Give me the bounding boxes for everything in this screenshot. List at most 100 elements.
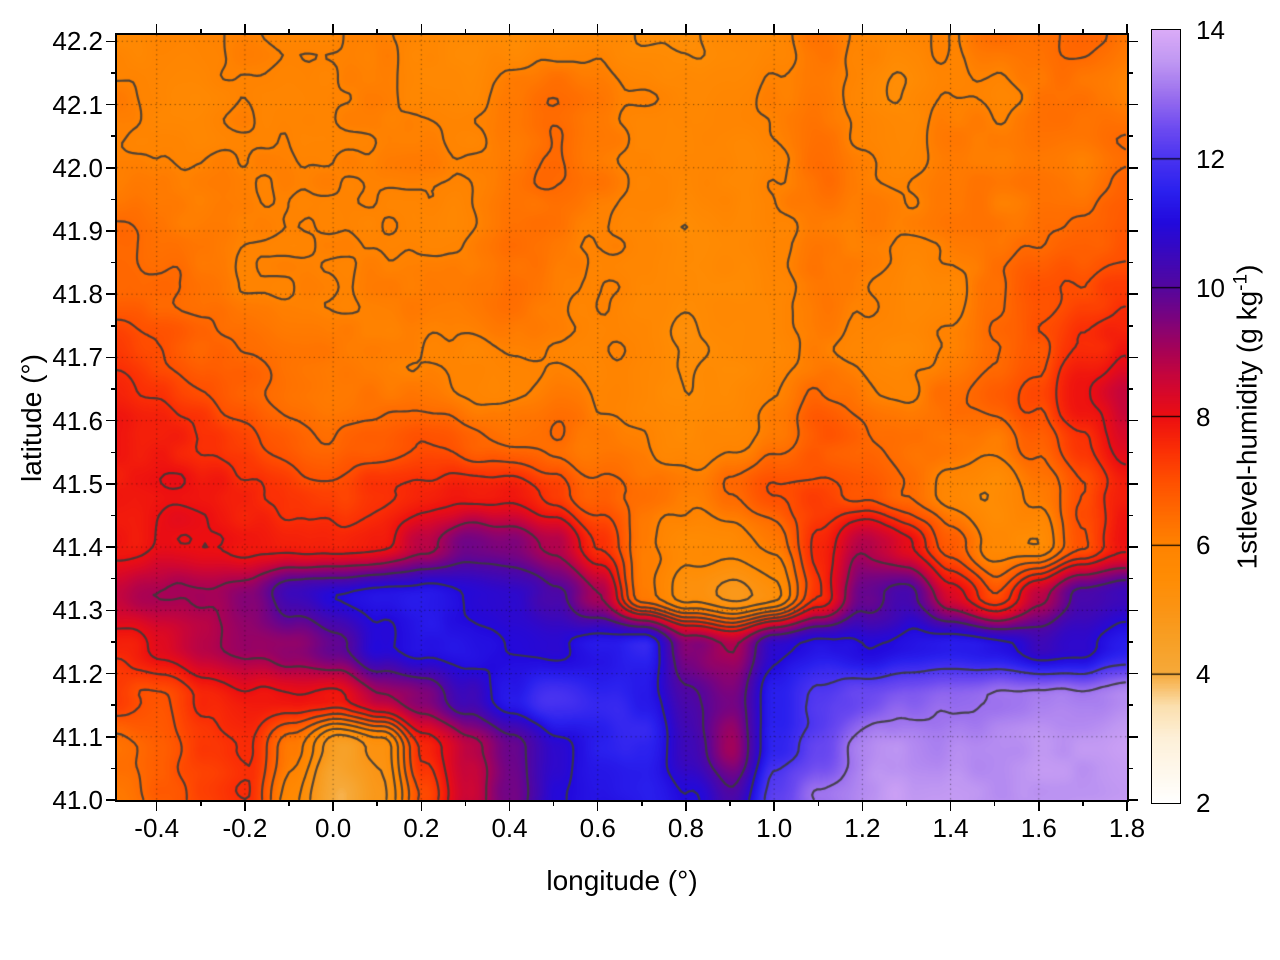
axis-tick bbox=[1038, 24, 1040, 35]
axis-tick bbox=[1038, 800, 1040, 811]
axis-tick bbox=[1127, 546, 1138, 548]
axis-tick bbox=[111, 325, 117, 327]
axis-tick bbox=[106, 167, 117, 169]
axis-tick bbox=[905, 29, 908, 35]
axis-tick bbox=[332, 800, 334, 811]
colorbar-tick-label: 10 bbox=[1196, 272, 1225, 303]
axis-tick bbox=[1127, 704, 1133, 706]
y-tick-label: 41.3 bbox=[52, 595, 103, 626]
axis-tick bbox=[106, 293, 117, 295]
axis-tick bbox=[106, 103, 117, 106]
x-tick-label: 0.8 bbox=[667, 813, 705, 843]
axis-tick bbox=[1127, 40, 1138, 43]
axis-tick bbox=[993, 29, 996, 35]
axis-tick bbox=[1127, 135, 1133, 137]
axis-tick bbox=[773, 24, 775, 35]
y-tick-label: 41.8 bbox=[52, 279, 103, 310]
axis-tick bbox=[685, 800, 687, 811]
axis-tick bbox=[111, 261, 117, 264]
axis-tick bbox=[1127, 72, 1133, 74]
axis-tick bbox=[685, 24, 687, 35]
axis-tick bbox=[949, 24, 952, 35]
axis-tick bbox=[1127, 198, 1133, 201]
axis-tick bbox=[1127, 230, 1138, 232]
axis-tick bbox=[1127, 609, 1138, 612]
axis-tick bbox=[993, 800, 996, 806]
axis-tick bbox=[552, 29, 555, 35]
axis-tick bbox=[111, 451, 117, 454]
axis-tick bbox=[106, 230, 117, 232]
axis-tick bbox=[1127, 167, 1138, 169]
y-tick-label: 41.1 bbox=[52, 721, 103, 752]
y-tick-label: 41.9 bbox=[52, 215, 103, 246]
axis-tick bbox=[596, 24, 599, 35]
colorbar-tick-label: 2 bbox=[1196, 788, 1211, 818]
axis-tick bbox=[244, 800, 246, 811]
axis-tick bbox=[1126, 800, 1128, 811]
axis-tick bbox=[111, 704, 117, 706]
axis-tick bbox=[106, 736, 117, 738]
axis-tick bbox=[596, 800, 599, 811]
axis-tick bbox=[106, 546, 117, 548]
y-tick-label: 42.0 bbox=[52, 152, 103, 183]
axis-tick bbox=[111, 135, 117, 137]
axis-tick bbox=[106, 609, 117, 612]
y-tick-label: 41.0 bbox=[52, 785, 103, 815]
axis-tick bbox=[1082, 800, 1084, 806]
axis-tick bbox=[200, 800, 202, 806]
axis-tick bbox=[111, 767, 117, 770]
x-tick-label: -0.4 bbox=[134, 813, 180, 843]
axis-tick bbox=[420, 800, 423, 811]
axis-tick bbox=[729, 800, 731, 806]
axis-tick bbox=[1127, 736, 1138, 738]
axis-tick bbox=[1127, 672, 1138, 675]
colorbar-tick-label: 14 bbox=[1196, 15, 1225, 45]
axis-tick bbox=[111, 388, 117, 390]
axis-tick bbox=[817, 800, 820, 806]
axis-tick bbox=[1127, 261, 1133, 264]
axis-tick bbox=[106, 419, 117, 422]
axis-tick bbox=[332, 24, 334, 35]
axis-tick bbox=[111, 641, 117, 643]
axis-tick bbox=[106, 672, 117, 675]
x-axis-title: longitude (°) bbox=[546, 865, 698, 896]
axis-tick bbox=[729, 29, 731, 35]
colorbar-title-suffix: ) bbox=[1231, 264, 1263, 274]
y-tick-label: 41.7 bbox=[52, 342, 103, 373]
axis-tick bbox=[817, 29, 820, 35]
axis-tick bbox=[1126, 24, 1128, 35]
colorbar-tick-label: 12 bbox=[1196, 143, 1225, 174]
axis-tick bbox=[1127, 514, 1133, 517]
axis-tick bbox=[508, 24, 511, 35]
axis-tick bbox=[376, 29, 378, 35]
x-tick-label: 0.6 bbox=[579, 813, 616, 843]
axis-tick bbox=[288, 800, 290, 806]
axis-tick bbox=[111, 577, 117, 580]
axis-tick bbox=[1127, 483, 1138, 485]
axis-tick bbox=[1127, 356, 1138, 359]
y-tick-label: 42.2 bbox=[52, 26, 103, 57]
x-tick-label: 1.0 bbox=[756, 813, 793, 843]
axis-tick bbox=[155, 800, 158, 811]
axis-tick bbox=[106, 356, 117, 359]
y-tick-label: 41.2 bbox=[52, 658, 103, 689]
axis-tick bbox=[244, 24, 246, 35]
colorbar-tick-label: 8 bbox=[1196, 401, 1211, 432]
axis-tick bbox=[552, 800, 555, 806]
axis-tick bbox=[861, 800, 864, 811]
axis-tick bbox=[1127, 451, 1133, 454]
axis-tick bbox=[111, 514, 117, 517]
axis-tick bbox=[905, 800, 908, 806]
x-tick-label: 0.0 bbox=[315, 813, 352, 843]
y-tick-label: 41.5 bbox=[52, 468, 103, 499]
axis-tick bbox=[1127, 325, 1133, 327]
axis-tick bbox=[773, 800, 775, 811]
axis-tick bbox=[949, 800, 952, 811]
axis-tick bbox=[106, 799, 117, 801]
axis-tick bbox=[111, 198, 117, 201]
colorbar-tick-label: 4 bbox=[1196, 659, 1211, 690]
axis-tick bbox=[641, 29, 643, 35]
heatmap-canvas bbox=[117, 35, 1127, 800]
axis-tick bbox=[106, 40, 117, 43]
